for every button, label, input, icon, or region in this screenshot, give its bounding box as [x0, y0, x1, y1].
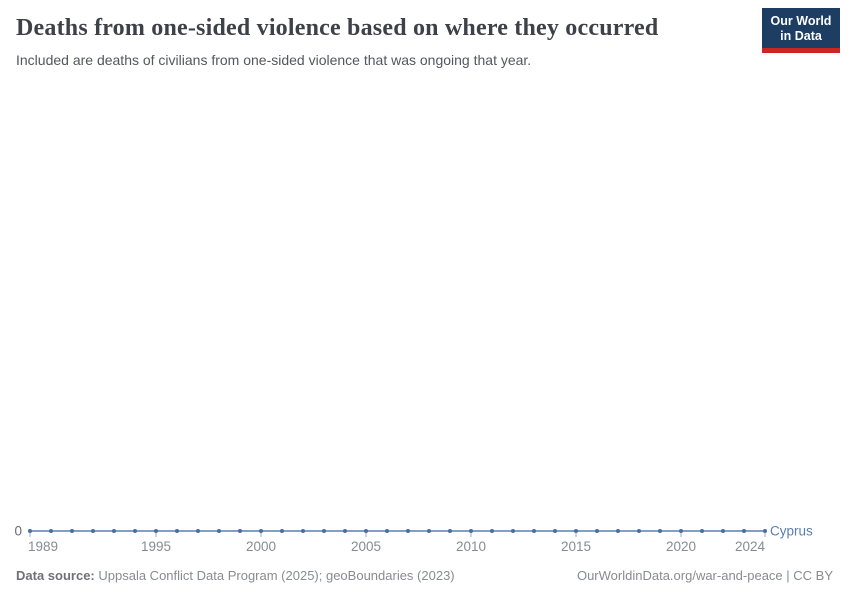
- data-point[interactable]: [679, 529, 683, 533]
- x-axis-tick-label: 2000: [246, 539, 276, 554]
- data-point[interactable]: [658, 529, 662, 533]
- data-point[interactable]: [616, 529, 620, 533]
- data-point[interactable]: [448, 529, 452, 533]
- data-point[interactable]: [91, 529, 95, 533]
- chart-title: Deaths from one-sided violence based on …: [16, 15, 659, 41]
- owid-logo-line2: in Data: [780, 28, 822, 43]
- data-point[interactable]: [259, 529, 263, 533]
- owid-logo-line1: Our World: [770, 14, 832, 28]
- credit-link[interactable]: OurWorldinData.org/war-and-peace | CC BY: [576, 568, 833, 583]
- data-point[interactable]: [385, 529, 389, 533]
- data-point[interactable]: [427, 529, 431, 533]
- data-point[interactable]: [406, 529, 410, 533]
- data-point[interactable]: [490, 529, 494, 533]
- x-axis-tick-label: 1989: [28, 539, 58, 554]
- data-point[interactable]: [742, 529, 746, 533]
- data-point[interactable]: [574, 529, 578, 533]
- data-point[interactable]: [763, 529, 767, 533]
- data-point[interactable]: [532, 529, 536, 533]
- data-point[interactable]: [112, 529, 116, 533]
- x-axis-tick-label: 2015: [561, 539, 591, 554]
- data-point[interactable]: [280, 529, 284, 533]
- data-point[interactable]: [553, 529, 557, 533]
- x-axis-tick-label: 2005: [351, 539, 381, 554]
- owid-logo[interactable]: Our World in Data: [762, 8, 840, 53]
- x-axis-tick-label: 1995: [141, 539, 171, 554]
- data-point[interactable]: [700, 529, 704, 533]
- data-point[interactable]: [217, 529, 221, 533]
- data-point[interactable]: [721, 529, 725, 533]
- data-point[interactable]: [469, 529, 473, 533]
- chart-subtitle: Included are deaths of civilians from on…: [16, 52, 532, 68]
- data-point[interactable]: [511, 529, 515, 533]
- data-point[interactable]: [196, 529, 200, 533]
- data-point[interactable]: [70, 529, 74, 533]
- data-point[interactable]: [595, 529, 599, 533]
- data-point[interactable]: [238, 529, 242, 533]
- x-axis-tick-label: 2020: [666, 539, 696, 554]
- data-point[interactable]: [154, 529, 158, 533]
- data-point[interactable]: [49, 529, 53, 533]
- data-source-label: Data source:: [16, 568, 95, 583]
- chart-footer: Data source: Uppsala Conflict Data Progr…: [16, 568, 833, 584]
- data-point[interactable]: [637, 529, 641, 533]
- data-point[interactable]: [133, 529, 137, 533]
- data-point[interactable]: [175, 529, 179, 533]
- x-axis-tick-label: 2024: [735, 539, 766, 554]
- data-point[interactable]: [343, 529, 347, 533]
- data-source-text: Uppsala Conflict Data Program (2025); ge…: [98, 568, 455, 583]
- entity-label[interactable]: Cyprus: [770, 524, 813, 539]
- data-point[interactable]: [301, 529, 305, 533]
- x-axis-tick-label: 2010: [456, 539, 486, 554]
- y-axis-tick-label: 0: [14, 524, 22, 539]
- data-point[interactable]: [364, 529, 368, 533]
- data-point[interactable]: [28, 529, 32, 533]
- data-point[interactable]: [322, 529, 326, 533]
- data-source-note: Data source: Uppsala Conflict Data Progr…: [16, 568, 455, 584]
